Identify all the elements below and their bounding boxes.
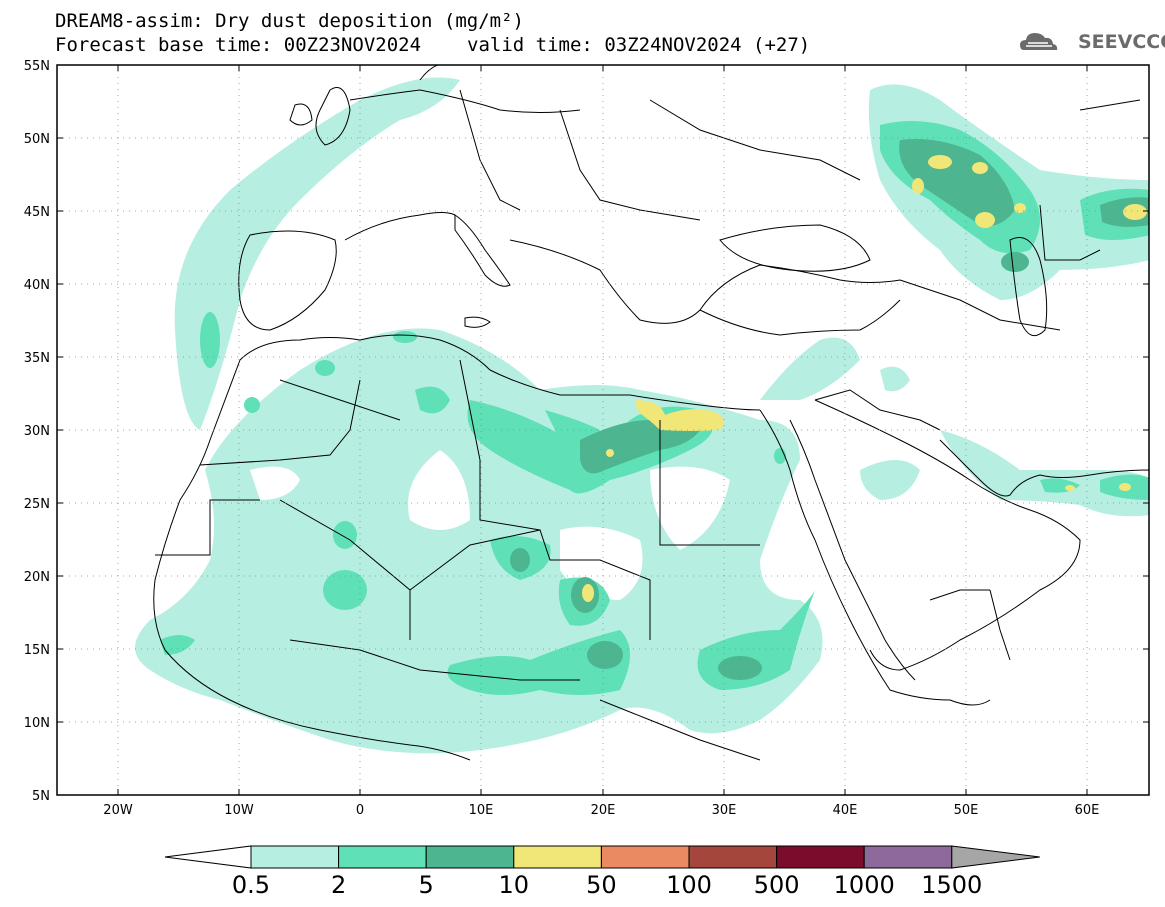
colorbar-label: 500 [754,871,800,899]
colorbar-label: 0.5 [232,871,270,899]
lon-label: 20W [103,803,133,818]
map-subtitle: Forecast base time: 00Z23NOV2024 valid ti… [55,34,810,56]
lat-label: 45N [24,205,50,220]
colorbar-label: 2 [331,871,346,899]
longitude-labels: 20W 10W 0 10E 20E 30E 40E 50E 60E [103,803,1099,818]
colorbar-low-arrow [164,845,252,869]
base-time: Forecast base time: 00Z23NOV2024 [55,34,422,56]
colorbar-label: 10 [499,871,530,899]
logo-text: SEEVCCC [1078,31,1165,53]
colorbar-segment [513,845,602,869]
lon-label: 10W [224,803,254,818]
lon-label: 40E [833,803,858,818]
lat-label: 20N [24,570,50,585]
coastlines [153,65,1149,761]
lat-label: 5N [32,789,50,804]
ticks [57,65,1149,795]
colorbar-high-arrow [951,845,1040,869]
colorbar-label: 5 [419,871,434,899]
colorbar-label: 50 [586,871,617,899]
colorbar-segment [688,845,778,869]
lat-label: 25N [24,497,50,512]
lon-label: 30E [712,803,737,818]
lat-label: 55N [24,59,50,74]
colorbar-label: 1000 [834,871,895,899]
lat-label: 35N [24,351,50,366]
lat-label: 10N [24,716,50,731]
colorbar-segment [250,845,340,869]
lat-label: 40N [24,278,50,293]
colorbar-segment [776,845,865,869]
lon-label: 0 [356,803,364,818]
latitude-labels: 55N 50N 45N 40N 35N 30N 25N 20N 15N 10N … [24,59,50,804]
lon-label: 60E [1075,803,1100,818]
dust-contours [135,77,1149,754]
colorbar-label: 1500 [921,871,982,899]
valid-time: valid time: 03Z24NOV2024 (+27) [467,34,811,56]
lat-label: 15N [24,643,50,658]
colorbar-segment [425,845,515,869]
colorbar-segment [338,845,427,869]
colorbar-label: 100 [666,871,712,899]
map-title: DREAM8-assim: Dry dust deposition (mg/m²… [55,10,524,32]
lon-label: 50E [954,803,979,818]
lat-label: 30N [24,424,50,439]
colorbar-segment [863,845,953,869]
cloud-logo-icon [1020,33,1058,50]
lon-label: 10E [469,803,494,818]
lat-label: 50N [24,132,50,147]
lon-label: 20E [591,803,616,818]
colorbar-segment [600,845,690,869]
graticule [57,65,1149,795]
colorbar: 0.5 2 5 10 50 100 500 1000 1500 [164,845,1040,899]
